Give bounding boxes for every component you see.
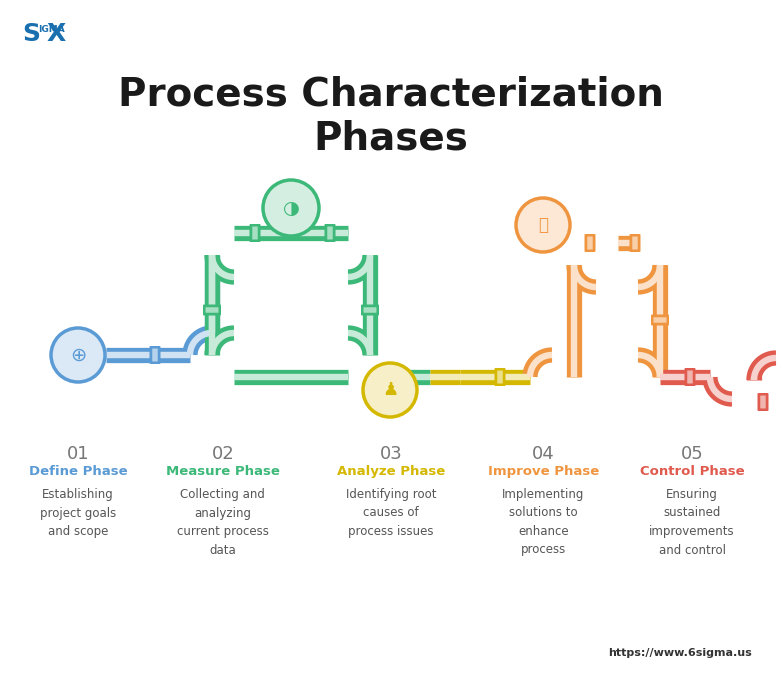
Text: Control Phase: Control Phase: [640, 465, 744, 478]
Text: Phases: Phases: [314, 120, 468, 158]
FancyBboxPatch shape: [584, 234, 596, 252]
FancyBboxPatch shape: [654, 317, 666, 323]
Text: Ensuring
sustained
improvements
and control: Ensuring sustained improvements and cont…: [649, 488, 735, 556]
FancyBboxPatch shape: [684, 368, 695, 386]
FancyBboxPatch shape: [760, 396, 766, 409]
Text: 01: 01: [67, 445, 89, 463]
Text: Define Phase: Define Phase: [29, 465, 127, 478]
FancyBboxPatch shape: [152, 348, 158, 361]
FancyBboxPatch shape: [494, 368, 505, 386]
FancyBboxPatch shape: [758, 393, 769, 411]
Text: ⊕: ⊕: [70, 346, 86, 365]
FancyBboxPatch shape: [630, 234, 640, 252]
Text: ♟: ♟: [382, 381, 398, 399]
FancyBboxPatch shape: [361, 304, 379, 315]
Text: Analyze Phase: Analyze Phase: [337, 465, 445, 478]
Text: IGMA: IGMA: [38, 25, 65, 34]
Text: https://www.6sigma.us: https://www.6sigma.us: [608, 648, 752, 658]
FancyBboxPatch shape: [149, 346, 160, 364]
Text: 03: 03: [379, 445, 403, 463]
FancyBboxPatch shape: [203, 304, 221, 315]
Text: X: X: [47, 22, 66, 46]
Circle shape: [263, 180, 319, 236]
Text: 02: 02: [211, 445, 235, 463]
FancyBboxPatch shape: [387, 370, 393, 383]
Text: Improve Phase: Improve Phase: [488, 465, 599, 478]
Text: Measure Phase: Measure Phase: [166, 465, 280, 478]
Text: Process Characterization: Process Characterization: [118, 75, 664, 113]
FancyBboxPatch shape: [325, 224, 335, 242]
Circle shape: [51, 328, 105, 382]
FancyBboxPatch shape: [253, 227, 258, 240]
Text: 05: 05: [680, 445, 704, 463]
FancyBboxPatch shape: [497, 370, 503, 383]
FancyBboxPatch shape: [327, 227, 333, 240]
FancyBboxPatch shape: [651, 315, 669, 326]
Circle shape: [516, 198, 570, 252]
Circle shape: [363, 363, 417, 417]
Text: Implementing
solutions to
enhance
process: Implementing solutions to enhance proces…: [502, 488, 585, 556]
Text: S: S: [22, 22, 40, 46]
FancyBboxPatch shape: [687, 370, 693, 383]
FancyBboxPatch shape: [385, 368, 396, 386]
Text: 📊: 📊: [538, 216, 548, 234]
FancyBboxPatch shape: [364, 307, 376, 313]
FancyBboxPatch shape: [587, 236, 593, 249]
FancyBboxPatch shape: [206, 307, 218, 313]
Text: Identifying root
causes of
process issues: Identifying root causes of process issue…: [346, 488, 436, 538]
FancyBboxPatch shape: [249, 224, 260, 242]
Text: Establishing
project goals
and scope: Establishing project goals and scope: [40, 488, 117, 538]
Text: 04: 04: [532, 445, 555, 463]
Text: Collecting and
analyzing
current process
data: Collecting and analyzing current process…: [177, 488, 269, 556]
Text: ◑: ◑: [282, 199, 300, 218]
FancyBboxPatch shape: [633, 236, 638, 249]
